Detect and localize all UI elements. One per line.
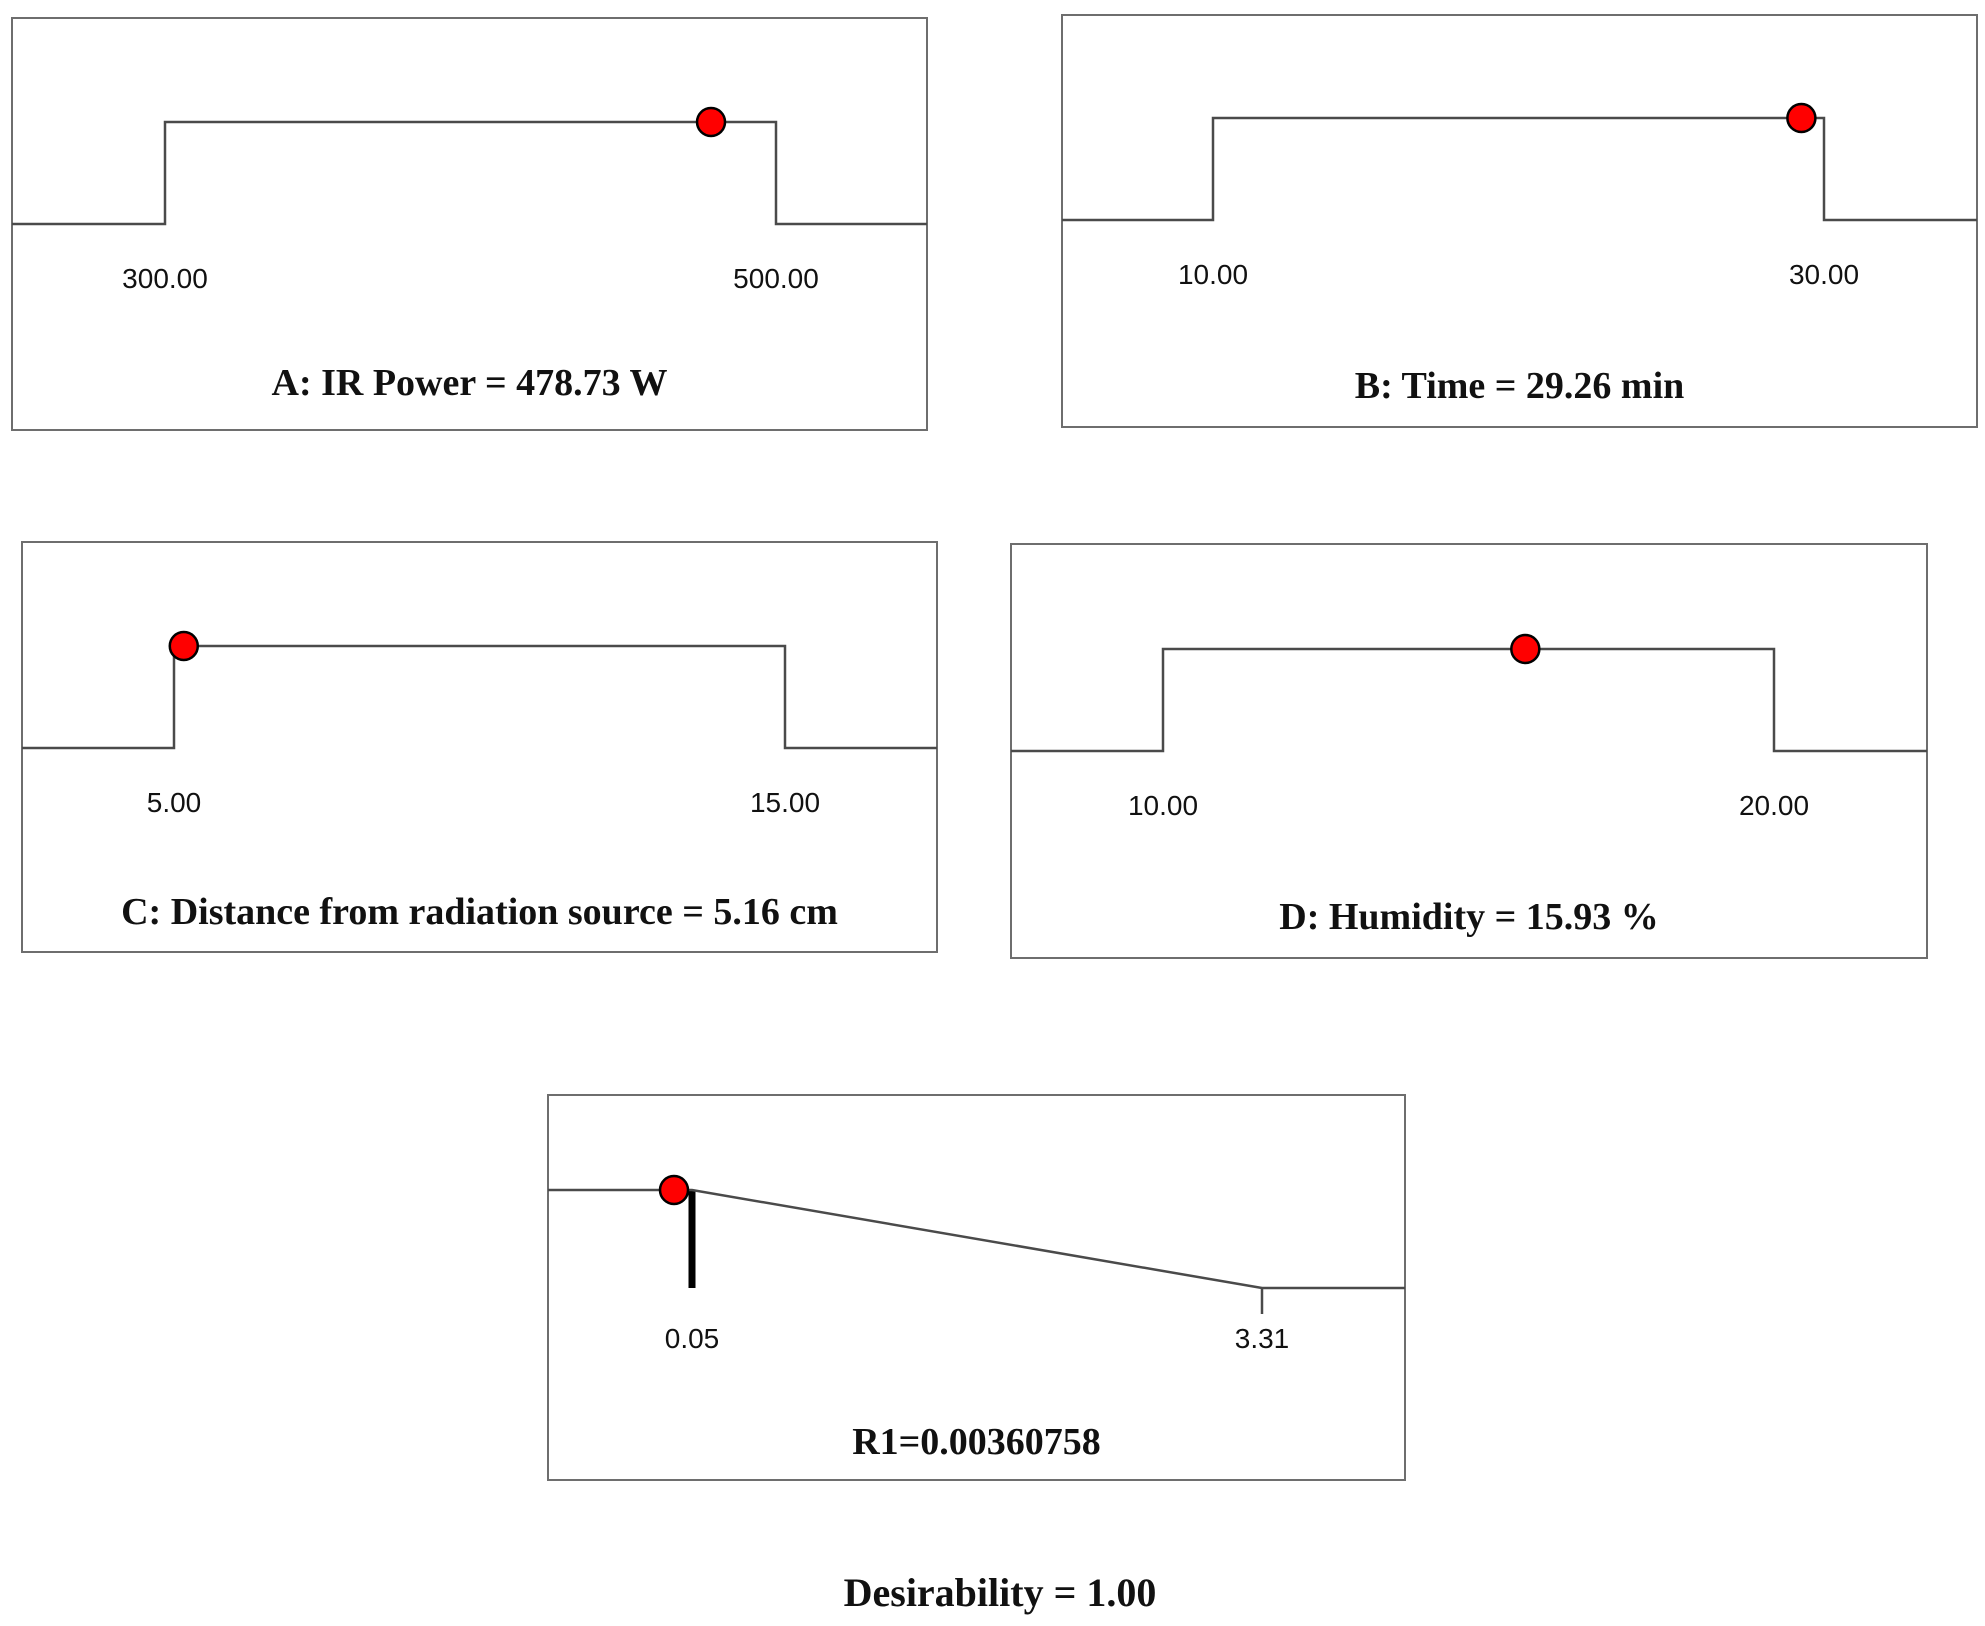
low-limit-label: 10.00 bbox=[1128, 790, 1198, 821]
factor-title: B: Time = 29.26 min bbox=[1355, 365, 1685, 407]
optimum-marker bbox=[695, 106, 727, 138]
desirability-profile-line bbox=[22, 644, 937, 750]
low-limit-label: 0.05 bbox=[665, 1323, 720, 1354]
factor-title: A: IR Power = 478.73 W bbox=[272, 362, 668, 404]
panel-c: 5.00 15.00 C: Distance from radiation sour… bbox=[21, 541, 938, 953]
high-limit-label: 20.00 bbox=[1739, 790, 1809, 821]
panel-b: 10.00 30.00 B: Time = 29.26 min bbox=[1061, 14, 1978, 428]
low-limit-label: 10.00 bbox=[1178, 259, 1248, 290]
low-limit-label: 5.00 bbox=[147, 787, 202, 818]
panel-a: 300.00 500.00 A: IR Power = 478.73 W bbox=[11, 17, 928, 431]
desirability-profile-line bbox=[1011, 647, 1927, 753]
optimum-marker bbox=[1786, 102, 1817, 134]
factor-title: R1=0.00360758 bbox=[852, 1421, 1101, 1463]
factor-title: C: Distance from radiation source = 5.16… bbox=[121, 891, 838, 933]
low-limit-label: 300.00 bbox=[122, 263, 208, 294]
panel-r1: 0.05 3.31 R1=0.00360758 bbox=[547, 1094, 1406, 1481]
high-limit-label: 3.31 bbox=[1235, 1323, 1290, 1354]
high-limit-label: 15.00 bbox=[750, 787, 820, 818]
desirability-profile-line bbox=[12, 120, 927, 226]
factor-title: D: Humidity = 15.93 % bbox=[1279, 896, 1659, 938]
optimum-marker bbox=[658, 1174, 690, 1206]
high-limit-label: 500.00 bbox=[733, 263, 819, 294]
high-limit-label: 30.00 bbox=[1789, 259, 1859, 290]
desirability-label: Desirability = 1.00 bbox=[844, 1570, 1157, 1615]
desirability-profile-line bbox=[1062, 116, 1977, 222]
desirability-profile-line bbox=[548, 1188, 1405, 1290]
panel-d: 10.00 20.00 D: Humidity = 15.93 % bbox=[1010, 543, 1928, 959]
optimum-marker bbox=[168, 630, 200, 662]
optimum-marker bbox=[1510, 633, 1541, 665]
